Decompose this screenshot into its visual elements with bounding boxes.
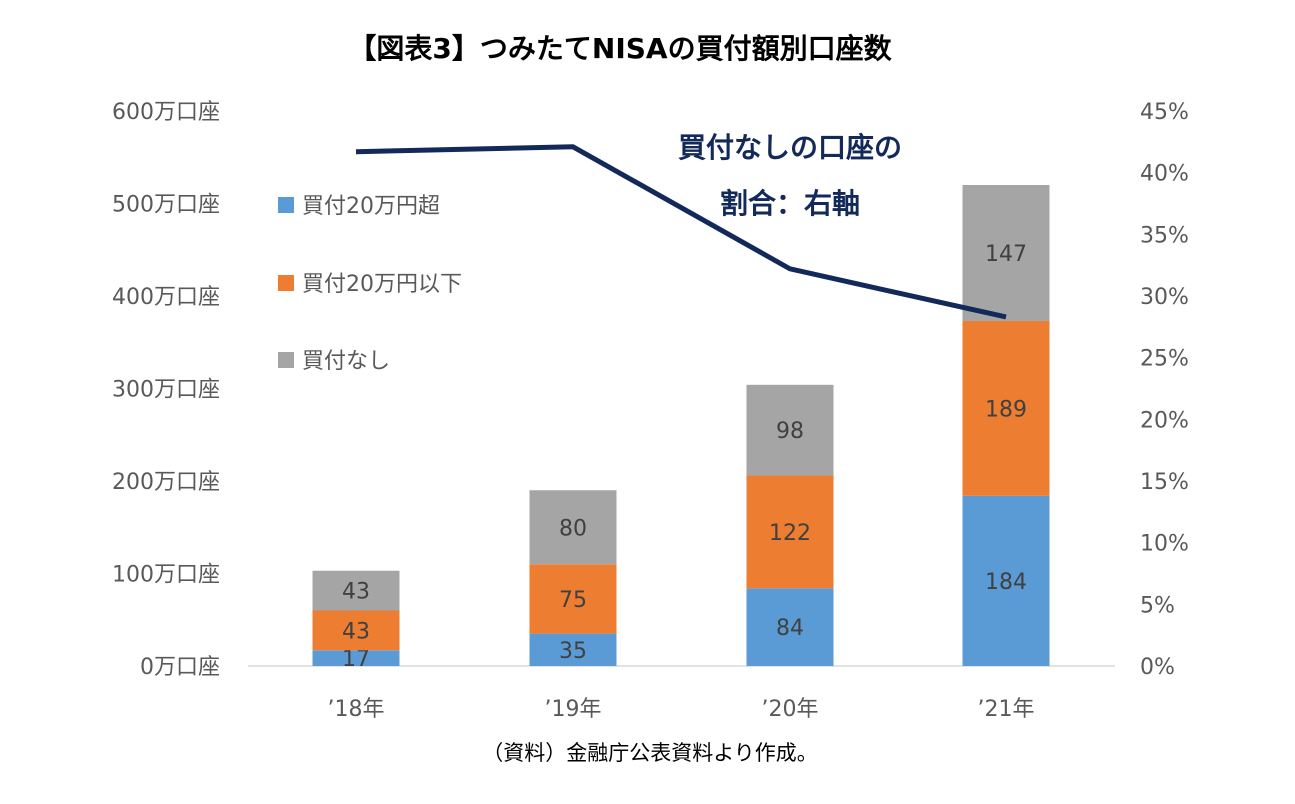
annotation-line-2: 割合：右軸 [720,187,860,220]
right-tick-label: 20% [1140,408,1189,433]
right-tick-label: 10% [1140,532,1189,557]
data-label: 75 [559,588,587,613]
left-tick-label: 100万口座 [112,563,220,588]
bars: 17 43 43 35 75 80 84 122 98 184 189 147 [313,185,1050,672]
right-tick-label: 30% [1140,285,1189,310]
right-tick-label: 25% [1140,347,1189,372]
data-label: 80 [559,516,587,541]
source-note: （資料）金融庁公表資料より作成。 [482,741,818,765]
legend-swatch [278,352,294,368]
x-tick-label: ’18年 [328,697,385,722]
left-tick-label: 0万口座 [140,655,220,680]
left-tick-label: 200万口座 [112,470,220,495]
left-tick-label: 300万口座 [112,378,220,403]
legend-label: 買付20万円以下 [302,272,462,297]
left-tick-label: 600万口座 [112,100,220,125]
legend-swatch [278,275,294,291]
x-tick-label: ’19年 [545,697,602,722]
legend-swatch [278,197,294,213]
left-tick-label: 500万口座 [112,193,220,218]
right-tick-label: 40% [1140,162,1189,187]
data-label: 17 [342,647,370,672]
right-axis: 0% 5% 10% 15% 20% 25% 30% 35% 40% 45% [1140,100,1189,680]
x-tick-label: ’21年 [978,697,1035,722]
data-label: 184 [985,570,1027,595]
annotation-line-1: 買付なしの口座の [678,131,902,164]
data-label: 122 [769,521,811,546]
x-tick-label: ’20年 [762,697,819,722]
right-tick-label: 45% [1140,100,1189,125]
right-tick-label: 15% [1140,470,1189,495]
right-tick-label: 5% [1140,593,1175,618]
x-axis: ’18年 ’19年 ’20年 ’21年 [328,697,1035,722]
legend-label: 買付なし [302,349,390,374]
data-label: 43 [342,619,370,644]
right-tick-label: 35% [1140,223,1189,248]
data-label: 43 [342,580,370,605]
data-label: 84 [776,616,804,641]
left-axis: 0万口座 100万口座 200万口座 300万口座 400万口座 500万口座 600万口座 [112,100,220,680]
data-label: 35 [559,639,587,664]
data-label: 189 [985,397,1027,422]
right-tick-label: 0% [1140,655,1175,680]
chart-title: 【図表3】つみたてNISAの買付額別口座数 [348,32,892,65]
data-label: 147 [985,242,1027,267]
left-tick-label: 400万口座 [112,285,220,310]
legend-label: 買付20万円超 [302,194,440,219]
data-label: 98 [776,419,804,444]
